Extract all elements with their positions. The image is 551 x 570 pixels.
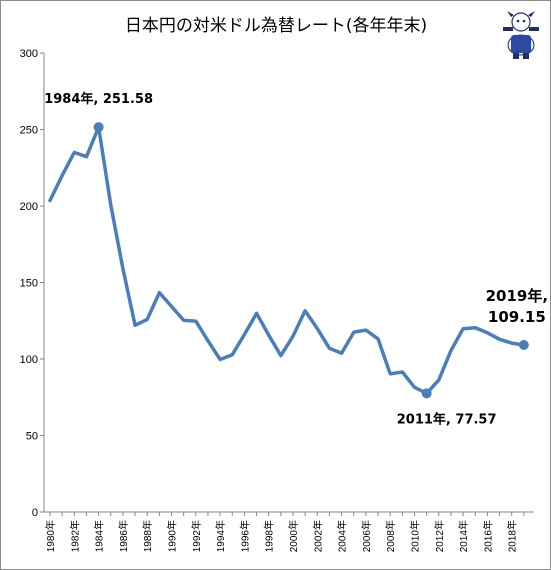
x-tick-label: 1998年: [263, 520, 276, 552]
chart-title: 日本円の対米ドル為替レート(各年年末): [125, 16, 427, 36]
mascot-logo-icon: [503, 11, 539, 59]
x-tick-label: 2000年: [287, 520, 300, 552]
x-tick-label: 1994年: [214, 520, 227, 552]
y-tick-label: 0: [32, 507, 38, 519]
y-tick-label: 150: [20, 278, 38, 290]
x-tick-label: 2010年: [409, 520, 422, 552]
data-annotation: 109.15: [488, 308, 546, 326]
series-line: [48, 125, 526, 396]
x-tick-label: 2016年: [481, 520, 494, 552]
y-tick-label: 300: [20, 48, 38, 60]
x-tick-label: 2002年: [311, 520, 324, 552]
highlight-point: [421, 388, 432, 399]
x-tick-label: 2006年: [360, 520, 373, 552]
x-tick-label: 1982年: [68, 520, 81, 552]
highlight-point: [518, 340, 529, 351]
y-tick-label: 100: [20, 354, 38, 366]
y-tick-label: 250: [20, 125, 38, 137]
x-tick-label: 1988年: [141, 520, 154, 552]
x-tick-label: 2008年: [384, 520, 397, 552]
x-tick-label: 2012年: [433, 520, 446, 552]
x-tick-label: 1986年: [117, 520, 130, 552]
y-tick-label: 50: [26, 431, 38, 443]
data-annotation: 2019年,: [486, 287, 548, 305]
x-tick-label: 1990年: [166, 520, 179, 552]
data-annotation: 2011年, 77.57: [397, 411, 497, 427]
x-tick-label: 2014年: [457, 520, 470, 552]
x-tick-label: 1996年: [238, 520, 251, 552]
highlight-point: [93, 122, 104, 133]
data-annotation: 1984年, 251.58: [44, 91, 153, 107]
x-tick-label: 2018年: [506, 520, 519, 552]
x-tick-label: 2004年: [336, 520, 349, 552]
x-tick-label: 1980年: [44, 520, 57, 552]
x-tick-label: 1984年: [93, 520, 106, 552]
x-tick-label: 1992年: [190, 520, 203, 552]
y-tick-label: 200: [20, 201, 38, 213]
